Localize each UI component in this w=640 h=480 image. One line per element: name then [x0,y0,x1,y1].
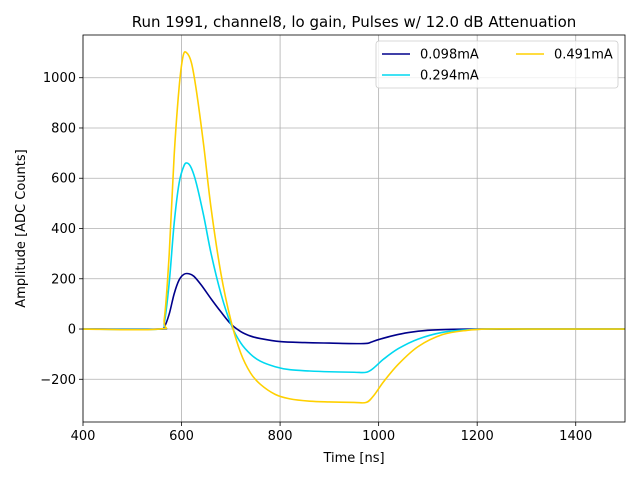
x-tick-label: 1400 [559,429,592,444]
legend-frame [375,40,619,89]
x-tick-label: 1000 [362,429,395,444]
x-tick-label: 400 [71,429,96,444]
y-tick-label: 400 [51,222,76,237]
x-tick-label: 800 [268,429,293,444]
y-tick-label: 200 [51,272,76,287]
series-line-0.294mA [82,162,625,374]
legend-label-0.491mA: 0.491mA [554,48,613,63]
legend: 0.098mA 0.294mA 0.491mA [375,40,619,89]
y-axis: −200 0 200 400 600 800 1000 [40,71,83,388]
x-axis: 400 600 800 1000 1200 1400 [71,422,592,444]
y-tick-label: −200 [40,373,76,388]
grid [82,35,625,422]
y-tick-label: 600 [51,172,76,187]
series-layer [82,51,625,404]
series-line-0.098mA [82,272,625,345]
y-tick-label: 1000 [43,71,76,86]
x-axis-label: Time [ns] [322,451,384,466]
y-axis-label: Amplitude [ADC Counts] [14,149,29,307]
x-tick-label: 600 [169,429,194,444]
y-tick-label: 0 [68,323,76,338]
x-tick-label: 1200 [461,429,494,444]
legend-label-0.098mA: 0.098mA [420,48,479,63]
chart-title: Run 1991, channel8, lo gain, Pulses w/ 1… [132,13,577,31]
legend-label-0.294mA: 0.294mA [420,69,479,84]
y-tick-label: 800 [51,121,76,136]
series-line-0.491mA [82,51,625,404]
